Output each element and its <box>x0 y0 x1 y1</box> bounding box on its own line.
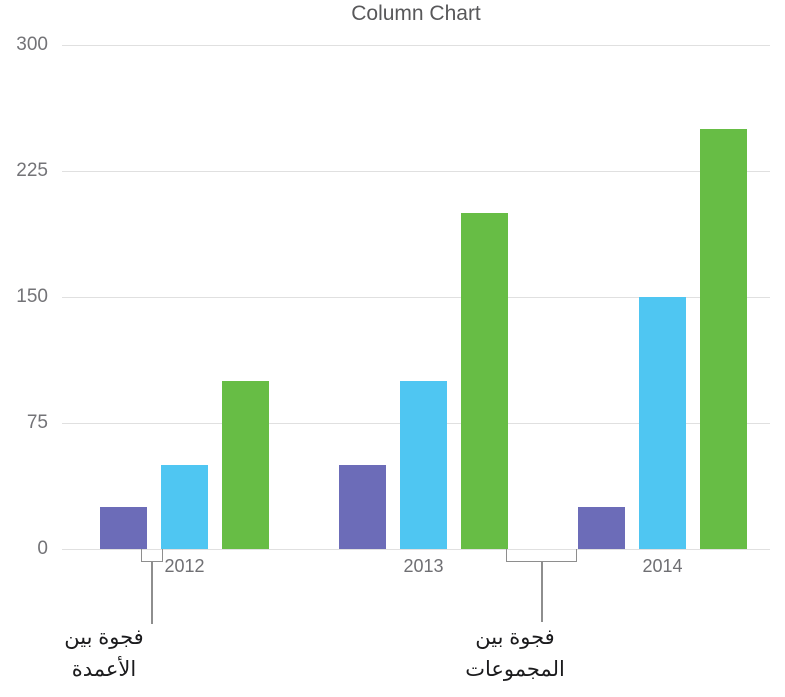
y-axis-tick-label-75: 75 <box>26 412 48 433</box>
bar-series-2-2013 <box>400 381 447 549</box>
annotation-column-gap-line2: الأعمدة <box>71 658 137 681</box>
y-axis-tick-label-150: 150 <box>16 286 48 307</box>
x-axis-label-2014: 2014 <box>642 556 683 576</box>
group-gap-line <box>541 562 543 622</box>
x-axis-label-2012: 2012 <box>164 556 205 576</box>
y-axis-tick-label-0: 0 <box>37 538 48 559</box>
annotation-group-gap-line1: فجوة بين <box>475 626 555 649</box>
gridline-150 <box>62 297 770 298</box>
annotation-column-gap: فجوة بين الأعمدة <box>40 622 168 686</box>
chart-title: Column Chart <box>351 2 481 25</box>
bar-series-1-2012 <box>100 507 147 549</box>
column-gap-bracket <box>141 549 163 562</box>
group-gap-bracket <box>506 549 577 562</box>
annotation-group-gap-line2: المجموعات <box>465 658 565 681</box>
bar-series-2-2014 <box>639 297 686 549</box>
y-axis-tick-label-225: 225 <box>16 160 48 181</box>
bar-series-1-2013 <box>339 465 386 549</box>
bar-series-3-2013 <box>461 213 508 549</box>
column-gap-line <box>151 562 153 624</box>
annotation-group-gap: فجوة بين المجموعات <box>440 622 590 686</box>
bar-series-3-2014 <box>700 129 747 549</box>
x-axis-label-2013: 2013 <box>403 556 444 576</box>
bar-series-3-2012 <box>222 381 269 549</box>
gridline-0 <box>62 549 770 550</box>
y-axis-tick-label-300: 300 <box>16 34 48 55</box>
bar-series-2-2012 <box>161 465 208 549</box>
gridline-300 <box>62 45 770 46</box>
annotation-column-gap-line1: فجوة بين <box>64 626 144 649</box>
bar-series-1-2014 <box>578 507 625 549</box>
gridline-225 <box>62 171 770 172</box>
